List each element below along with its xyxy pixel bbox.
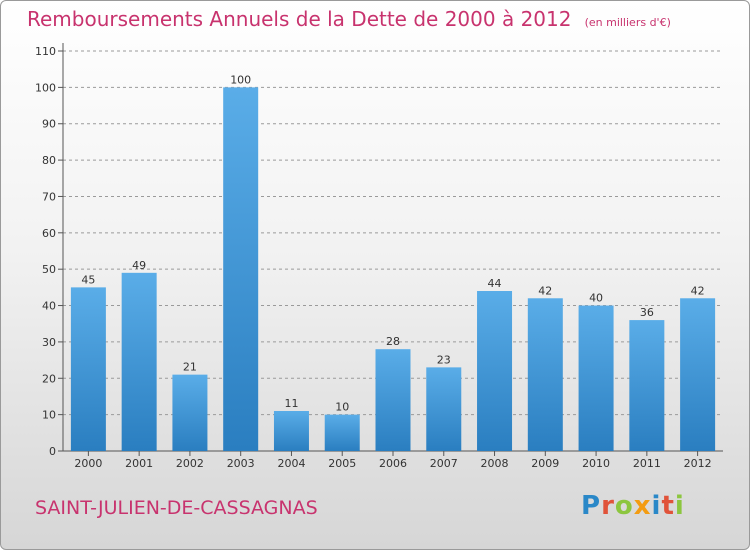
bar	[273, 411, 309, 451]
bar-value-label: 100	[230, 73, 251, 86]
bar	[527, 298, 563, 451]
bar-value-label: 10	[335, 401, 349, 414]
y-tick-label: 100	[35, 81, 56, 94]
x-tick-label: 2009	[531, 457, 559, 470]
y-tick-label: 80	[42, 154, 56, 167]
bar-value-label: 42	[691, 284, 705, 297]
y-tick-label: 50	[42, 263, 56, 276]
x-tick-label: 2007	[430, 457, 458, 470]
bar-value-label: 49	[132, 259, 146, 272]
x-tick-label: 2011	[633, 457, 661, 470]
chart-unit-note: (en milliers d'€)	[584, 16, 671, 29]
x-tick-label: 2006	[379, 457, 407, 470]
logo-letter: r	[601, 491, 615, 521]
y-tick-label: 70	[42, 190, 56, 203]
town-name: SAINT-JULIEN-DE-CASSAGNAS	[35, 497, 318, 519]
y-tick-label: 110	[35, 45, 56, 58]
logo-letter: x	[633, 491, 652, 521]
x-tick-label: 2005	[328, 457, 356, 470]
x-tick-label: 2001	[125, 457, 153, 470]
bar-value-label: 11	[284, 397, 298, 410]
bar	[324, 414, 360, 451]
y-tick-label: 40	[42, 300, 56, 313]
x-tick-label: 2010	[582, 457, 610, 470]
y-tick-label: 60	[42, 227, 56, 240]
bar-value-label: 44	[488, 277, 502, 290]
bar	[477, 291, 513, 451]
bar-value-label: 28	[386, 335, 400, 348]
logo-letter: o	[614, 491, 634, 521]
y-tick-label: 30	[42, 336, 56, 349]
bar	[426, 367, 462, 451]
y-tick-label: 10	[42, 409, 56, 422]
x-tick-label: 2000	[74, 457, 102, 470]
bar-value-label: 45	[81, 273, 95, 286]
bar	[375, 349, 411, 451]
x-tick-label: 2003	[227, 457, 255, 470]
bar	[223, 87, 259, 451]
bar-value-label: 42	[538, 284, 552, 297]
x-tick-label: 2008	[481, 457, 509, 470]
bar-value-label: 23	[437, 353, 451, 366]
logo-letter: t	[661, 491, 675, 521]
y-tick-label: 0	[49, 445, 56, 458]
bar	[680, 298, 716, 451]
bar-value-label: 21	[183, 361, 197, 374]
bar-value-label: 40	[589, 292, 603, 305]
logo-letter: i	[651, 491, 662, 521]
logo-letter: P	[581, 491, 602, 521]
bar	[578, 305, 614, 451]
chart-title-main: Remboursements Annuels de la Dette de 20…	[27, 7, 572, 31]
x-tick-label: 2012	[684, 457, 712, 470]
logo-letter: i	[674, 491, 685, 521]
bar	[121, 272, 157, 451]
x-tick-label: 2002	[176, 457, 204, 470]
bar	[172, 374, 208, 451]
proxiti-logo: Proxiti	[581, 491, 685, 521]
x-tick-label: 2004	[277, 457, 305, 470]
bar-value-label: 36	[640, 306, 654, 319]
bar	[70, 287, 106, 451]
bar	[629, 320, 665, 451]
y-tick-label: 20	[42, 372, 56, 385]
y-tick-label: 90	[42, 118, 56, 131]
chart-title: Remboursements Annuels de la Dette de 20…	[27, 7, 671, 31]
